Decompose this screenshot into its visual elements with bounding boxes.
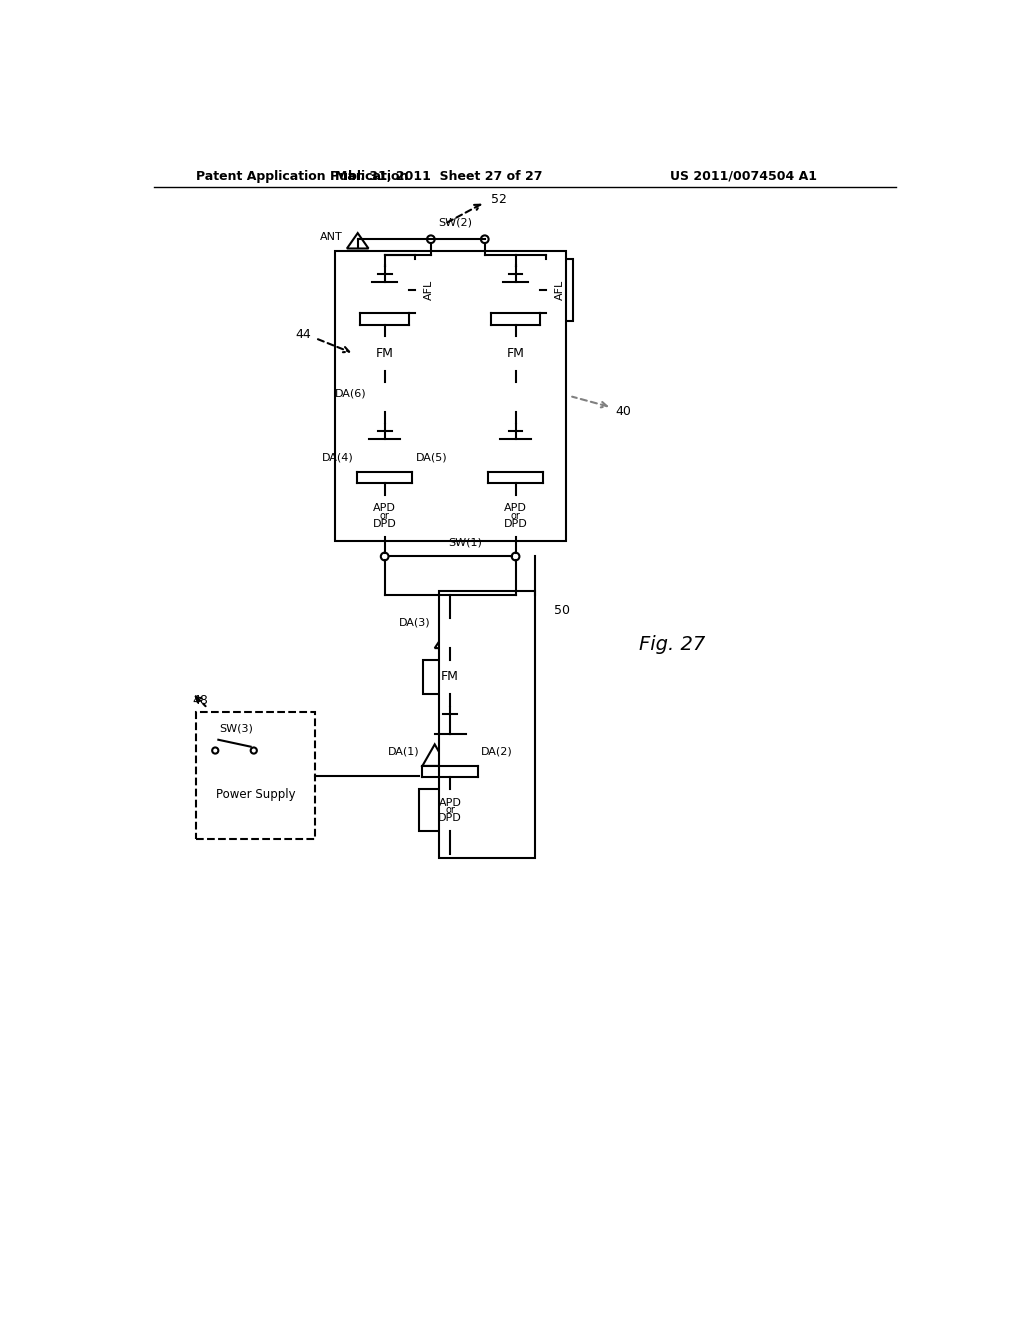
Text: DA(4): DA(4) [323, 453, 354, 462]
Circle shape [376, 265, 393, 282]
Text: DA(3): DA(3) [398, 618, 430, 628]
Text: DA(2): DA(2) [481, 746, 513, 756]
Bar [416, 259, 442, 321]
Polygon shape [515, 292, 541, 313]
Bar [484, 495, 547, 537]
Polygon shape [454, 744, 478, 766]
Text: 44: 44 [296, 327, 311, 341]
Text: FM: FM [376, 347, 393, 360]
Circle shape [251, 747, 257, 754]
Bar [438, 591, 535, 858]
Polygon shape [518, 450, 544, 471]
Text: or: or [380, 511, 389, 521]
Text: 50: 50 [554, 603, 570, 616]
Text: or: or [445, 805, 455, 816]
Bar [357, 337, 412, 371]
Text: AFL: AFL [424, 280, 434, 300]
Text: APD: APD [438, 797, 462, 808]
Text: APD: APD [504, 503, 527, 513]
Text: APD: APD [373, 503, 396, 513]
Circle shape [507, 422, 524, 440]
Text: Mar. 31, 2011  Sheet 27 of 27: Mar. 31, 2011 Sheet 27 of 27 [335, 169, 543, 182]
Circle shape [481, 235, 488, 243]
Circle shape [381, 553, 388, 561]
Bar [423, 660, 477, 694]
Polygon shape [385, 292, 410, 313]
Text: DA(6): DA(6) [335, 388, 367, 399]
Polygon shape [357, 450, 382, 471]
Polygon shape [388, 450, 413, 471]
Text: DPD: DPD [504, 519, 527, 529]
Polygon shape [502, 391, 529, 412]
Text: 52: 52 [490, 193, 507, 206]
Polygon shape [360, 292, 385, 313]
Text: FM: FM [507, 347, 524, 360]
Circle shape [507, 265, 524, 282]
Text: Fig. 27: Fig. 27 [639, 635, 705, 653]
Text: 40: 40 [615, 405, 632, 418]
Text: Patent Application Publication: Patent Application Publication [196, 169, 409, 182]
Circle shape [427, 235, 435, 243]
Text: DPD: DPD [373, 519, 396, 529]
Text: DPD: DPD [438, 813, 462, 822]
Polygon shape [371, 391, 398, 412]
Text: DA(5): DA(5) [416, 453, 447, 462]
Polygon shape [435, 626, 466, 648]
Polygon shape [490, 292, 515, 313]
Text: AFL: AFL [555, 280, 565, 300]
Bar [196, 711, 315, 840]
Bar [335, 251, 565, 541]
Circle shape [212, 747, 218, 754]
Text: SW(2): SW(2) [438, 218, 472, 227]
Circle shape [512, 553, 519, 561]
Polygon shape [487, 450, 512, 471]
Bar [354, 495, 416, 537]
Polygon shape [347, 234, 369, 248]
Text: Power Supply: Power Supply [216, 788, 296, 801]
Text: SW(1): SW(1) [449, 537, 482, 548]
Text: DA(1): DA(1) [388, 746, 419, 756]
Text: 48: 48 [193, 694, 208, 708]
Bar [419, 789, 481, 832]
Text: ANT: ANT [319, 232, 342, 242]
Bar [547, 259, 573, 321]
Circle shape [376, 422, 393, 440]
Text: or: or [511, 511, 520, 521]
Bar [488, 337, 543, 371]
Circle shape [441, 706, 459, 723]
Polygon shape [422, 744, 447, 766]
Text: US 2011/0074504 A1: US 2011/0074504 A1 [670, 169, 816, 182]
Text: FM: FM [441, 671, 459, 684]
Text: SW(3): SW(3) [219, 723, 253, 734]
